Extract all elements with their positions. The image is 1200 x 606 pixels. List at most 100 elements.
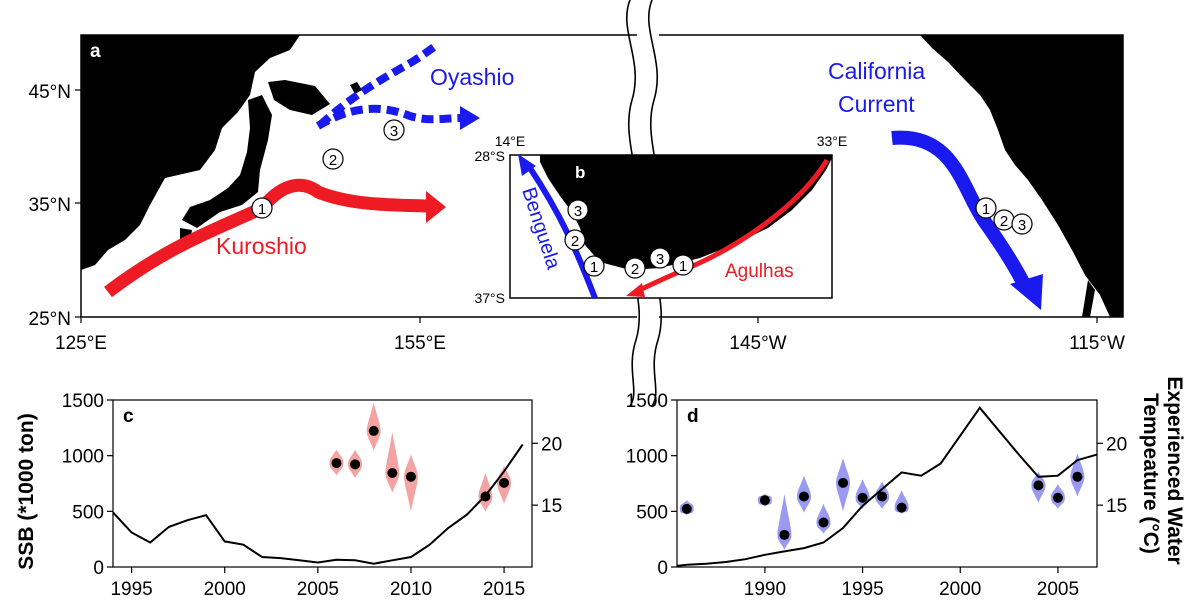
y-tick-label: 500 (72, 502, 104, 523)
kuroshio-current (104, 178, 429, 298)
map-tick-marks (75, 89, 1098, 323)
site-marker-b-1: 1 (590, 259, 598, 276)
ylabel-temperature-line-1: Experienced Water (1163, 376, 1186, 564)
ylabel-temperature: Experienced Water Tempeature (°C) (1139, 376, 1186, 570)
california-label-2: Current (838, 91, 915, 117)
panel-a-label: a (90, 41, 101, 62)
kuroshio-arrowhead (426, 191, 446, 223)
site-markers-agulhas: 2 3 1 (624, 247, 694, 279)
panel-b-label: b (575, 163, 585, 182)
land-southern-africa (540, 155, 832, 270)
temperature-median-point (480, 491, 491, 502)
x-tick-label: 2015 (483, 579, 525, 600)
y-tick-label: 500 (636, 502, 668, 523)
y2-tick-label: 20 (1106, 434, 1127, 455)
lon-tick-155e: 155°E (394, 333, 446, 354)
benguela-arrowhead (518, 154, 536, 176)
temperature-median-point (779, 529, 790, 540)
site-marker-1: 1 (258, 201, 266, 218)
chart-frame-c (112, 399, 533, 568)
ylabel-ssb: SSB (*1000 ton) (15, 413, 38, 569)
ssb-line-c (112, 443, 524, 565)
median-points-d (681, 471, 1083, 540)
agulhas-arrowhead (626, 283, 645, 297)
agulhas-label: Agulhas (725, 261, 794, 282)
temperature-median-point (681, 503, 692, 514)
y-tick-label: 1000 (626, 447, 668, 468)
temperature-median-point (405, 471, 416, 482)
temperature-median-point (331, 458, 342, 469)
inset-lon-left: 14°E (495, 133, 526, 149)
y-tick-label: 0 (93, 558, 104, 579)
x-tick-label: 2000 (939, 579, 981, 600)
california-arrowhead (1010, 274, 1043, 310)
land-asia (81, 35, 362, 270)
inset-panel-b: Benguela Agulhas b 3 2 1 2 3 1 14°E 33°E… (474, 133, 847, 306)
temperature-median-point (759, 495, 770, 506)
temperature-median-point (350, 459, 361, 470)
oyashio-arrowhead (460, 106, 480, 130)
tick-group-c: 1995 2000 2005 2010 2015 0 500 1000 1500 15 20 (62, 391, 562, 600)
y-tick-label: 1500 (62, 391, 104, 412)
oyashio-branch (317, 40, 441, 128)
lon-tick-125e: 125°E (55, 333, 107, 354)
site-marker-ca-1: 1 (982, 201, 990, 218)
y2-tick-label: 15 (541, 496, 562, 517)
site-marker-ag-3: 3 (656, 251, 664, 268)
lon-tick-115w: 115°W (1069, 333, 1125, 354)
kuroshio-label: Kuroshio (216, 233, 307, 259)
tick-group-d: 1990 1995 2000 2005 0 500 1000 1500 15 20 (626, 391, 1127, 600)
ssb-line-d (676, 406, 1098, 567)
y-tick-label: 1000 (62, 447, 104, 468)
temperature-median-point (818, 517, 829, 528)
temperature-violin (385, 432, 400, 493)
site-marker-ca-2: 2 (1000, 213, 1008, 230)
lat-tick-45n: 45°N (29, 82, 71, 103)
y2-tick-label: 20 (541, 434, 562, 455)
site-marker-ag-2: 2 (631, 261, 639, 278)
site-marker-ag-1: 1 (679, 258, 687, 275)
lon-tick-145w: 145°W (729, 333, 786, 354)
lat-tick-25n: 25°N (29, 309, 71, 330)
temperature-median-point (368, 425, 379, 436)
y2-tick-label: 15 (1106, 496, 1127, 517)
land-north-america (920, 35, 1123, 317)
y-tick-label: 0 (657, 558, 668, 579)
lat-tick-35n: 35°N (29, 195, 71, 216)
site-marker-2: 2 (329, 152, 337, 169)
chart-panel-d: 1990 1995 2000 2005 0 500 1000 1500 15 20 d Exper… (626, 376, 1186, 600)
inset-lon-right: 33°E (817, 133, 848, 149)
oyashio-current (315, 104, 463, 130)
site-marker-b-3: 3 (574, 203, 582, 220)
temperature-median-point (896, 502, 907, 513)
chart-panel-c: 1995 2000 2005 2010 2015 0 500 1000 1500 15 20 c S… (15, 391, 562, 600)
agulhas-current (634, 158, 830, 295)
x-tick-label: 2005 (1037, 579, 1079, 600)
x-tick-label: 1990 (744, 579, 786, 600)
x-tick-label: 2000 (204, 579, 246, 600)
temperature-violin (403, 454, 418, 512)
temperature-median-point (857, 492, 868, 503)
temperature-violin (777, 494, 792, 550)
california-label-1: California (828, 58, 925, 84)
temperature-median-point (387, 467, 398, 478)
median-points-c (331, 425, 510, 502)
site-markers-california: 1 2 3 (975, 197, 1033, 235)
temperature-median-point (877, 491, 888, 502)
site-marker-b-2: 2 (571, 233, 579, 250)
inset-lat-top: 28°S (474, 148, 505, 164)
site-marker-3: 3 (390, 123, 398, 140)
inset-lat-bottom: 37°S (474, 290, 505, 306)
panel-d-label: d (687, 406, 699, 427)
y-tick-label: 1500 (626, 391, 668, 412)
x-tick-label: 2010 (390, 579, 432, 600)
temperature-median-point (1072, 471, 1083, 482)
x-tick-label: 1995 (841, 579, 883, 600)
chart-frame-d (676, 399, 1098, 568)
oyashio-label: Oyashio (430, 64, 514, 90)
site-markers-kuroshio: 1 2 3 (251, 119, 405, 219)
temperature-median-point (798, 491, 809, 502)
x-tick-label: 2005 (297, 579, 339, 600)
